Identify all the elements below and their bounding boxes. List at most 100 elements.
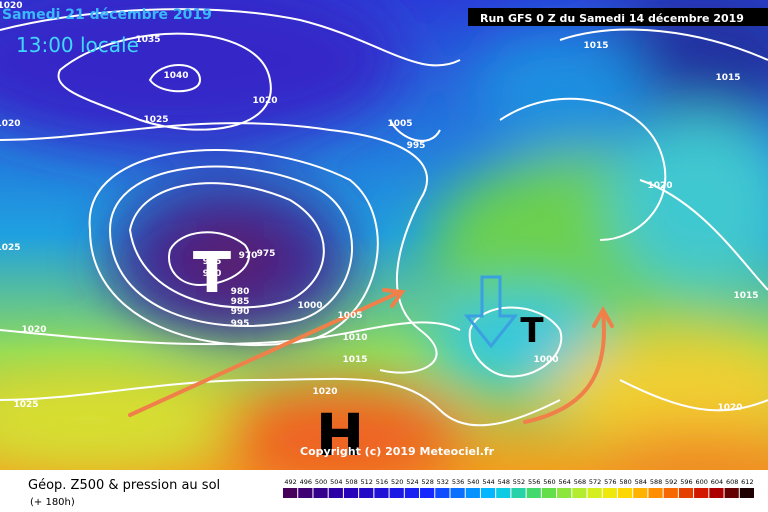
- scale-label: 588: [650, 478, 662, 486]
- isobar-label: 965: [203, 257, 222, 267]
- scale-swatch: [283, 488, 298, 498]
- isobar-label: 1020: [312, 387, 337, 397]
- run-info: Run GFS 0 Z du Samedi 14 décembre 2019: [480, 12, 744, 25]
- scale-label: 496: [300, 478, 312, 486]
- scale-label: 520: [391, 478, 403, 486]
- scale-label: 540: [467, 478, 479, 486]
- scale-label: 604: [711, 478, 723, 486]
- lead-time: (+ 180h): [30, 497, 75, 508]
- scale-label: 500: [315, 478, 327, 486]
- isobars: [0, 8, 768, 427]
- scale-swatch: [526, 488, 541, 498]
- scale-swatch: [465, 488, 480, 498]
- isobar-label: 1020: [21, 325, 46, 335]
- isobar-label: 1015: [715, 73, 740, 83]
- scale-swatch: [602, 488, 617, 498]
- pressure-system: T: [193, 241, 231, 306]
- scale-swatch: [694, 488, 709, 498]
- isobar-label: 1015: [583, 41, 608, 51]
- scale-swatch: [587, 488, 602, 498]
- scale-swatch: [663, 488, 678, 498]
- scale-label: 612: [741, 478, 753, 486]
- isobar-label: 985: [231, 297, 250, 307]
- scale-swatch: [420, 488, 435, 498]
- local-time: 13:00 locale: [16, 33, 139, 57]
- scale-swatch: [480, 488, 496, 498]
- scale-label: 504: [330, 478, 342, 486]
- isobar-label: 1000: [533, 355, 558, 365]
- arrows: [128, 275, 614, 424]
- scale-label: 600: [695, 478, 707, 486]
- scale-swatch: [678, 488, 694, 498]
- scale-label: 564: [558, 478, 570, 486]
- isobar-label: 990: [231, 307, 250, 317]
- isobar-label: 1025: [143, 115, 168, 125]
- isobar-label: 1015: [342, 355, 367, 365]
- isobar-label: 995: [231, 319, 250, 329]
- scale-swatch: [724, 488, 739, 498]
- scale-swatch: [633, 488, 648, 498]
- isobar-label: 1020: [717, 403, 742, 413]
- scale-swatch: [404, 488, 420, 498]
- scale-label: 516: [376, 478, 388, 486]
- scale-swatch: [298, 488, 313, 498]
- scale-label: 584: [635, 478, 647, 486]
- scale-swatch: [435, 488, 450, 498]
- scale-swatch: [374, 488, 389, 498]
- scale-label: 572: [589, 478, 601, 486]
- scale-label: 536: [452, 478, 464, 486]
- isobar-label: 970: [239, 251, 258, 261]
- isobar-label: 1010: [342, 333, 367, 343]
- scale-label: 568: [574, 478, 586, 486]
- scale-label: 528: [421, 478, 433, 486]
- scale-swatch: [511, 488, 526, 498]
- scale-label: 544: [482, 478, 494, 486]
- scale-swatch: [557, 488, 572, 498]
- isobar-label: 995: [407, 141, 426, 151]
- isobar-label: 960: [203, 269, 222, 279]
- isobar-label: 1005: [387, 119, 412, 129]
- footer-title: Géop. Z500 & pression au sol: [28, 478, 220, 493]
- isobar-label: 1035: [135, 35, 160, 45]
- copyright: Copyright (c) 2019 Meteociel.fr: [300, 445, 495, 458]
- isobar-label: 1005: [337, 311, 362, 321]
- scale-label: 524: [406, 478, 418, 486]
- scale-label: 552: [513, 478, 525, 486]
- field-background: [0, 0, 768, 490]
- scale-label: 576: [604, 478, 616, 486]
- valid-date: Samedi 21 décembre 2019: [2, 7, 212, 23]
- scale-label: 580: [619, 478, 631, 486]
- scale-swatch: [450, 488, 465, 498]
- isobar-label: 980: [231, 287, 250, 297]
- scale-label: 508: [345, 478, 357, 486]
- scale-swatch: [313, 488, 328, 498]
- scale-label: 556: [528, 478, 540, 486]
- isobar-label: 1020: [252, 96, 277, 106]
- pressure-system: H: [316, 401, 365, 469]
- scale-label: 596: [680, 478, 692, 486]
- scale-swatch: [709, 488, 724, 498]
- scale-swatch: [389, 488, 404, 498]
- scale-label: 608: [726, 478, 738, 486]
- scale-label: 548: [498, 478, 510, 486]
- scale-swatch: [496, 488, 511, 498]
- scale-swatch: [359, 488, 374, 498]
- pressure-system: T: [520, 311, 544, 351]
- scale-swatch: [328, 488, 343, 498]
- isobar-label: 1000: [297, 301, 322, 311]
- isobar-label: 975: [257, 249, 276, 259]
- scale-label: 592: [665, 478, 677, 486]
- isobar-label: 1015: [733, 291, 758, 301]
- scale-label: 492: [284, 478, 296, 486]
- run-box: [468, 8, 768, 26]
- scale-swatch: [572, 488, 587, 498]
- isobar-label: 1025: [13, 400, 38, 410]
- scale-swatch: [739, 488, 754, 498]
- scale-swatch: [617, 488, 633, 498]
- scale-label: 532: [437, 478, 449, 486]
- scale-label: 512: [361, 478, 373, 486]
- isobar-label: 1025: [0, 243, 21, 253]
- scale-swatch: [343, 488, 359, 498]
- isobar-label: 1040: [163, 71, 188, 81]
